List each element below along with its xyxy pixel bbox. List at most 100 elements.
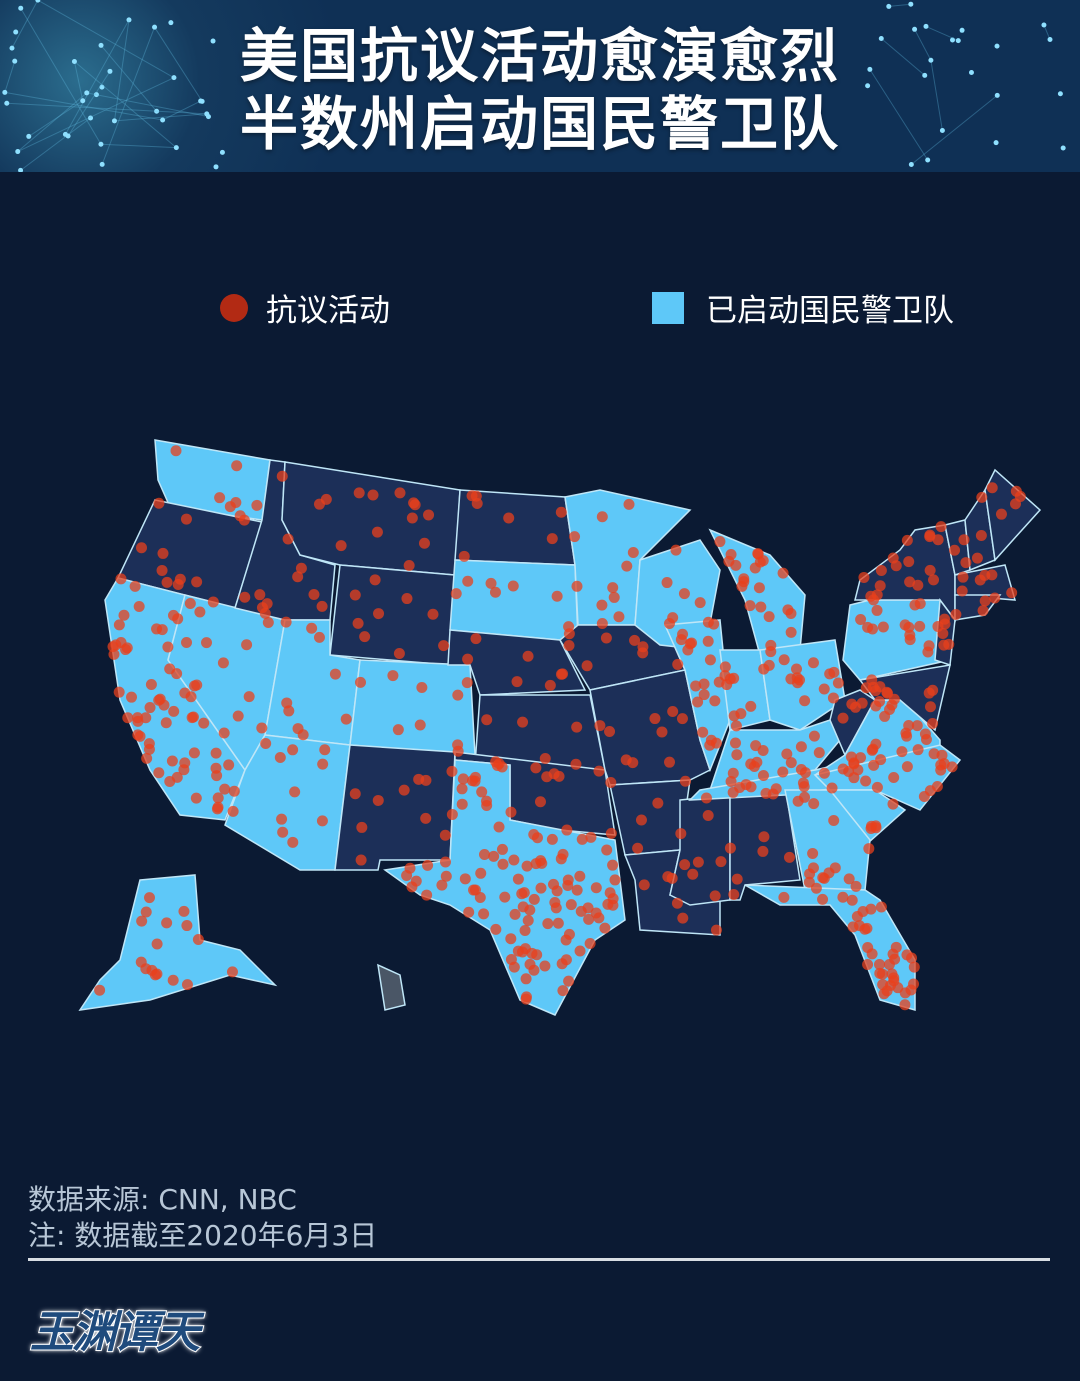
network-line bbox=[925, 25, 959, 42]
protest-dot bbox=[153, 497, 165, 509]
protest-dot bbox=[132, 729, 144, 741]
protest-dot bbox=[888, 975, 900, 987]
protest-dot bbox=[571, 580, 583, 592]
protest-dot bbox=[276, 470, 288, 482]
protest-dot bbox=[901, 534, 913, 546]
protest-dot bbox=[803, 876, 815, 888]
network-node bbox=[9, 45, 15, 51]
protest-dot bbox=[798, 781, 810, 793]
protest-dot bbox=[243, 691, 255, 703]
protest-dot bbox=[227, 805, 239, 817]
network-line bbox=[888, 3, 911, 7]
protest-dot bbox=[188, 747, 200, 759]
protest-dot bbox=[186, 712, 198, 724]
protest-dot bbox=[783, 851, 795, 863]
state-tx bbox=[383, 759, 626, 1016]
protest-dot bbox=[778, 891, 790, 903]
protest-dot bbox=[874, 958, 886, 970]
protest-dot bbox=[280, 616, 292, 628]
protest-dot bbox=[423, 509, 435, 521]
protest-dot bbox=[874, 967, 886, 979]
protest-dot bbox=[420, 812, 432, 824]
protest-dot bbox=[912, 744, 924, 756]
protest-dot bbox=[690, 680, 702, 692]
protest-dot bbox=[179, 757, 191, 769]
protest-dot bbox=[808, 798, 820, 810]
protest-dot bbox=[995, 508, 1007, 520]
protest-dot bbox=[702, 809, 714, 821]
protest-dot bbox=[133, 601, 145, 613]
protest-dot bbox=[949, 544, 961, 556]
protest-dot bbox=[414, 719, 426, 731]
network-line bbox=[914, 29, 932, 61]
network-node bbox=[88, 115, 94, 121]
protest-dot bbox=[607, 582, 619, 594]
protest-dot bbox=[210, 747, 222, 759]
protest-dot bbox=[863, 843, 875, 855]
protest-dot bbox=[94, 984, 106, 996]
protest-dot bbox=[860, 682, 872, 694]
protest-dot bbox=[846, 698, 858, 710]
protest-dot bbox=[167, 974, 179, 986]
network-node bbox=[908, 162, 914, 168]
protest-dot bbox=[241, 639, 253, 651]
protest-dot bbox=[887, 798, 899, 810]
protest-dot bbox=[171, 668, 183, 680]
protest-dot bbox=[228, 785, 240, 797]
protest-dot bbox=[638, 879, 650, 891]
protest-dot bbox=[218, 727, 230, 739]
protest-dot bbox=[956, 585, 968, 597]
protest-dot bbox=[536, 857, 548, 869]
protest-dot bbox=[403, 560, 415, 572]
protest-dot bbox=[632, 842, 644, 854]
protest-dot bbox=[398, 784, 410, 796]
protest-dot bbox=[161, 917, 173, 929]
protest-dot bbox=[753, 582, 765, 594]
protest-dot bbox=[792, 795, 804, 807]
protest-dot bbox=[283, 705, 295, 717]
network-node bbox=[959, 27, 965, 33]
protest-dot bbox=[782, 604, 794, 616]
protest-dot bbox=[704, 739, 716, 751]
protest-dot bbox=[575, 905, 587, 917]
protest-dot bbox=[837, 712, 849, 724]
protest-dot bbox=[181, 979, 193, 991]
protest-dot bbox=[870, 700, 882, 712]
protest-dot bbox=[349, 788, 361, 800]
protest-dot bbox=[287, 836, 299, 848]
protest-dot bbox=[156, 624, 168, 636]
protest-dot bbox=[184, 597, 196, 609]
protest-dot bbox=[583, 913, 595, 925]
protest-dot bbox=[906, 952, 918, 964]
protest-dot bbox=[781, 748, 793, 760]
protest-dot bbox=[799, 695, 811, 707]
network-node bbox=[160, 117, 166, 123]
protest-dot bbox=[855, 752, 867, 764]
network-node bbox=[26, 133, 32, 139]
protest-dot bbox=[729, 737, 741, 749]
protest-dot bbox=[867, 743, 879, 755]
protest-dot bbox=[698, 678, 710, 690]
protest-dot bbox=[546, 533, 558, 545]
protest-dot bbox=[799, 767, 811, 779]
protest-dot bbox=[308, 588, 320, 600]
protest-dot bbox=[590, 907, 602, 919]
protest-dot bbox=[826, 782, 838, 794]
protest-dot bbox=[874, 580, 886, 592]
protest-dot bbox=[883, 958, 895, 970]
protest-dot bbox=[670, 544, 682, 556]
protest-dot bbox=[757, 845, 769, 857]
protest-dot bbox=[136, 542, 148, 554]
network-node bbox=[219, 149, 225, 155]
protest-dot bbox=[144, 702, 156, 714]
protest-dot bbox=[850, 880, 862, 892]
protest-dot bbox=[118, 609, 130, 621]
protest-dot bbox=[292, 571, 304, 583]
protest-dot bbox=[571, 721, 583, 733]
protest-dot bbox=[755, 601, 767, 613]
protest-dot bbox=[637, 647, 649, 659]
state-ak bbox=[78, 874, 278, 1011]
protest-dot bbox=[709, 890, 721, 902]
protest-dot bbox=[911, 720, 923, 732]
protest-dot bbox=[928, 574, 940, 586]
